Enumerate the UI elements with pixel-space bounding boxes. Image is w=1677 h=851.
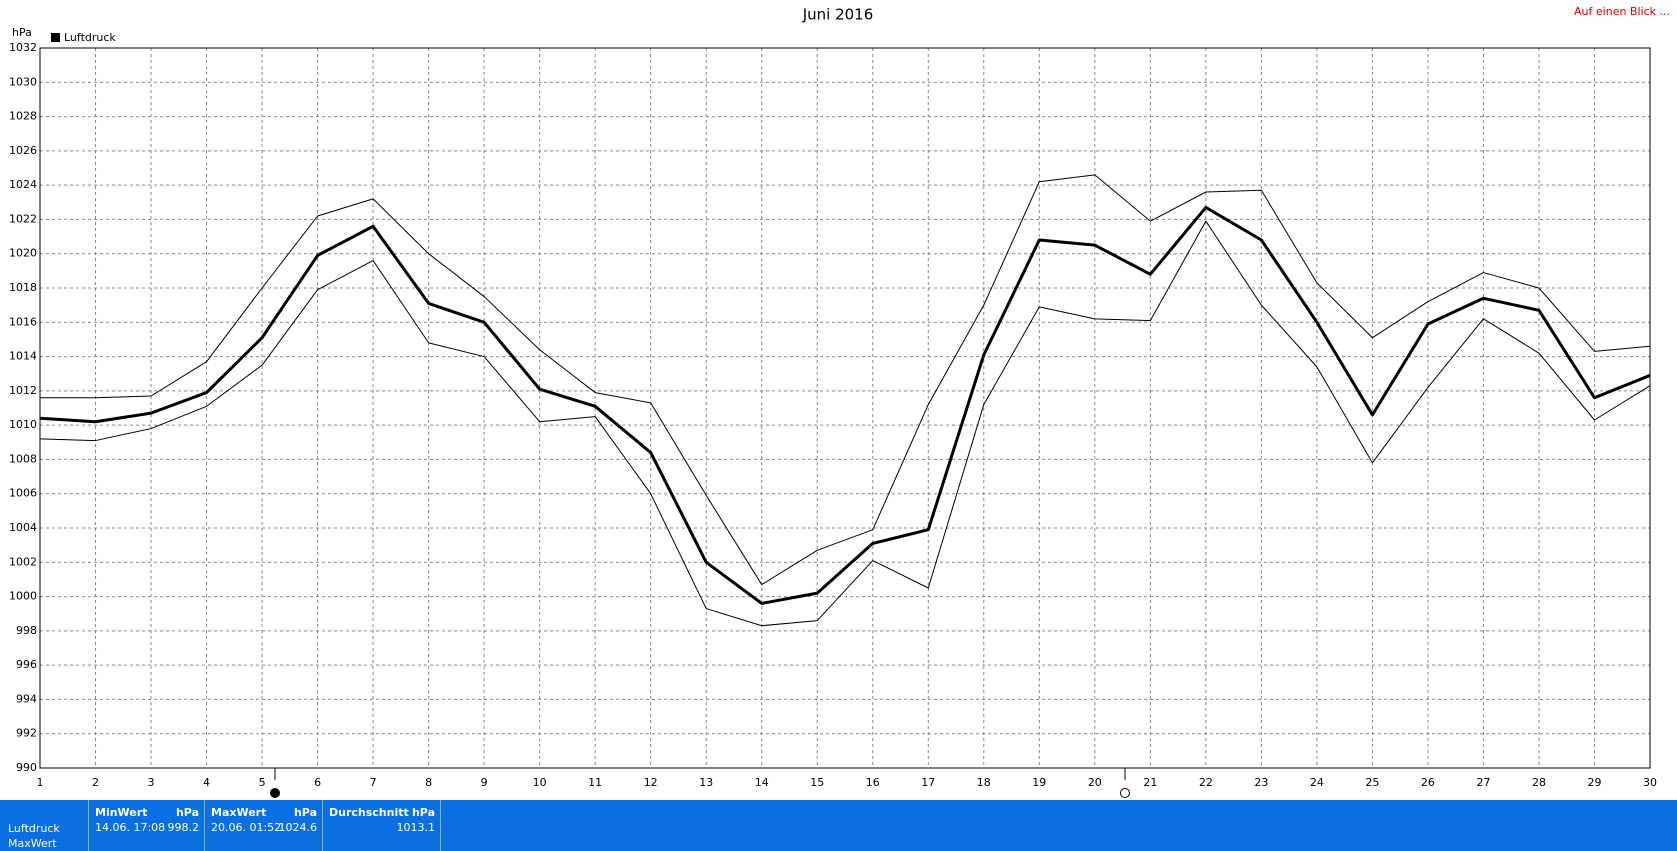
link[interactable]: Auf einen Blick ... xyxy=(1574,5,1670,18)
x-tick-label: 3 xyxy=(148,776,155,789)
series-line xyxy=(39,220,1651,627)
row-label: MaxWert xyxy=(8,837,57,850)
x-tick-label: 7 xyxy=(370,776,377,789)
x-tick-label: 10 xyxy=(533,776,547,789)
y-tick-label: 990 xyxy=(16,761,37,774)
x-tick-label: 5 xyxy=(259,776,266,789)
summary-panel: Luftdruck MaxWert MinWert hPa 14.06. 17:08… xyxy=(0,800,1677,851)
panel-divider xyxy=(440,800,441,851)
y-tick-label: 1010 xyxy=(9,418,37,431)
y-tick-label: 1002 xyxy=(9,555,37,568)
legend-swatch xyxy=(51,33,60,42)
x-tick-label: 9 xyxy=(481,776,488,789)
x-tick-label: 21 xyxy=(1143,776,1157,789)
x-tick-label: 25 xyxy=(1365,776,1379,789)
x-tick-label: 23 xyxy=(1254,776,1268,789)
x-tick-label: 12 xyxy=(644,776,658,789)
x-tick-label: 8 xyxy=(425,776,432,789)
x-tick-label: 24 xyxy=(1310,776,1324,789)
x-tick-label: 14 xyxy=(755,776,769,789)
x-tick-label: 4 xyxy=(203,776,210,789)
x-tick-label: 29 xyxy=(1587,776,1601,789)
chart: Juni 2016 hPa Auf einen Blick ... 990 992… xyxy=(9,5,1670,798)
summary-column: Durchschnitt hPa 1013.1 xyxy=(322,800,441,851)
moon-icon xyxy=(270,788,280,798)
x-tick-label: 18 xyxy=(977,776,991,789)
column-value: 1024.6 xyxy=(278,821,318,834)
summary-column: MaxWert hPa 20.06. 01:52 1024.6 xyxy=(204,800,323,851)
x-tick-label: 28 xyxy=(1532,776,1546,789)
x-tick-label: 26 xyxy=(1421,776,1435,789)
column-unit: hPa xyxy=(175,806,199,819)
column-unit: hPa xyxy=(293,806,317,819)
y-tick-label: 1024 xyxy=(9,178,37,191)
summary-column: MinWert hPa 14.06. 17:08 998.2 xyxy=(88,800,205,851)
column-time: 20.06. 01:52 xyxy=(211,821,282,834)
y-tick-label: 1004 xyxy=(9,521,37,534)
series-line xyxy=(40,174,1651,586)
x-tick-label: 16 xyxy=(866,776,880,789)
y-tick-label: 992 xyxy=(16,727,37,740)
y-tick-label: 1032 xyxy=(9,41,37,54)
y-tick-label: 1006 xyxy=(9,487,37,500)
x-tick-label: 19 xyxy=(1032,776,1046,789)
moon-icon xyxy=(1120,788,1130,798)
y-tick-label: 1020 xyxy=(9,247,37,260)
y-tick-label: 1016 xyxy=(9,315,37,328)
column-header: MinWert xyxy=(95,806,148,819)
y-tick-label: 1028 xyxy=(9,110,37,123)
y-tick-label: 996 xyxy=(16,658,37,671)
y-tick-label: 1022 xyxy=(9,212,37,225)
y-tick-label: 1018 xyxy=(9,281,37,294)
column-unit: hPa xyxy=(411,806,435,819)
plot-frame xyxy=(39,47,1651,769)
column-value: 998.2 xyxy=(167,821,200,834)
row-label: Luftdruck xyxy=(8,822,60,835)
column-value: 1013.1 xyxy=(396,821,436,834)
y-tick-label: 994 xyxy=(16,692,37,705)
x-tick-label: 27 xyxy=(1476,776,1490,789)
legend-label: Luftdruck xyxy=(64,31,116,44)
x-tick-label: 6 xyxy=(314,776,321,789)
x-tick-label: 30 xyxy=(1643,776,1657,789)
x-tick-label: 1 xyxy=(37,776,44,789)
column-time: 14.06. 17:08 xyxy=(95,821,166,834)
x-tick-label: 17 xyxy=(921,776,935,789)
series-line xyxy=(39,205,1651,605)
y-tick-label: 1012 xyxy=(9,384,37,397)
x-tick-label: 11 xyxy=(588,776,602,789)
y-tick-label: 1014 xyxy=(9,350,37,363)
y-axis-label: hPa xyxy=(12,26,32,39)
x-tick-label: 20 xyxy=(1088,776,1102,789)
x-tick-label: 22 xyxy=(1199,776,1213,789)
y-tick-label: 1000 xyxy=(9,590,37,603)
y-tick-label: 1026 xyxy=(9,144,37,157)
column-header: Durchschnitt xyxy=(329,806,409,819)
x-tick-label: 2 xyxy=(92,776,99,789)
chart-title: Juni 2016 xyxy=(802,6,874,24)
column-header: MaxWert xyxy=(211,806,267,819)
x-tick-label: 13 xyxy=(699,776,713,789)
y-tick-label: 998 xyxy=(16,624,37,637)
y-tick-label: 1030 xyxy=(9,75,37,88)
x-tick-label: 15 xyxy=(810,776,824,789)
y-tick-label: 1008 xyxy=(9,452,37,465)
